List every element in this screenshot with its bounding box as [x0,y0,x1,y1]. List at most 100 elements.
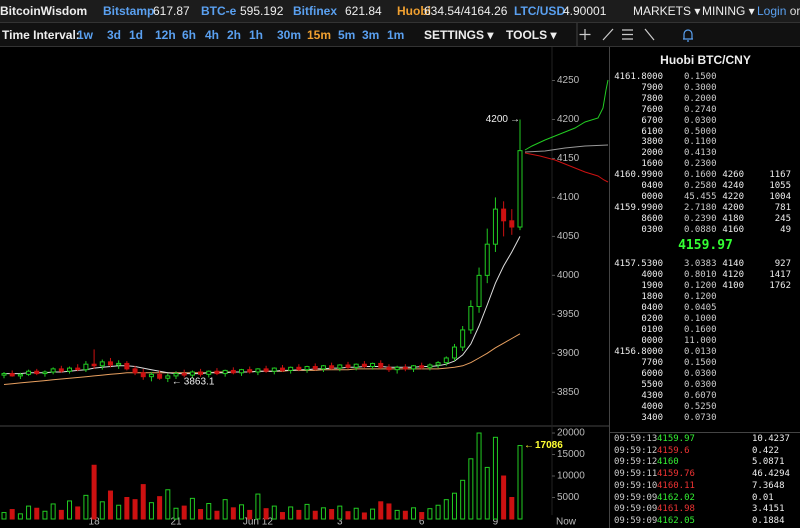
book-row: 1600 0.2300 [610,159,800,170]
volume-bar [484,466,490,520]
interval[interactable]: 3m [362,28,380,42]
vol-tick-label: 20000 [557,428,585,439]
ticker-name[interactable]: BTC-e [201,4,237,18]
book-cell: 0100 [641,325,663,335]
candle-body [411,365,417,370]
book-row: 8600 0.2390 4180 245 [610,214,800,225]
ticker-price: 621.84 [345,4,382,18]
interval[interactable]: 1h [249,28,264,42]
candle-body [435,362,441,366]
interval[interactable]: 2h [227,28,242,42]
interval[interactable]: 6h [182,28,197,42]
book-cell: 09:59:09 [614,515,658,526]
book-cell: 4160.9900 [614,170,663,181]
book-cell: 0.1600 [684,325,717,335]
book-cell: 49 [780,224,791,235]
book-row: 4300 0.6070 [610,391,800,402]
book-row: 6700 0.0300 [610,116,800,127]
candle-body [279,367,285,371]
low-arrow: ← [172,377,182,388]
candle-body [370,362,376,368]
y-tick-label: 4000 [557,270,580,281]
interval[interactable]: 5m [338,28,356,42]
ticker-name[interactable]: Huobi [397,4,431,18]
book-cell: 09:59:10 [614,480,658,491]
book-row: 09:59:09 4162.05 0.1884 [610,516,800,527]
volume-bar [411,507,417,520]
high-label: 4200 [486,114,509,125]
book-cell: 0.422 [752,445,780,456]
volume-bar [50,503,56,520]
volume-bar [34,507,40,520]
x-tick-label: 9 [493,517,499,528]
menu[interactable]: MARKETS ▾ [633,4,701,18]
tools-label[interactable]: TOOLS [506,28,548,42]
interval[interactable]: 3d [107,28,122,42]
brand[interactable]: BitcoinWisdom [0,4,88,18]
interval[interactable]: 4h [205,28,220,42]
ticker-name[interactable]: Bitfinex [293,4,338,18]
book-cell: 1600 [641,159,663,170]
book-cell: 0300 [641,224,663,235]
tools[interactable]: TOOLS ▾ [506,28,557,42]
candle-body [501,208,507,222]
volume-bar [116,504,122,520]
interval-label: Time Interval: [2,28,80,42]
ticker-name[interactable]: Bitstamp [103,4,155,18]
ticker-name[interactable]: LTC/USD [514,4,566,18]
book-cell: 781 [774,202,791,213]
book-cell: 09:59:12 [614,445,658,456]
book-cell: 8600 [641,213,663,224]
book-row: 3400 0.0730 [610,413,800,424]
ticker-price: 4.90001 [563,4,607,18]
alert-tool[interactable] [683,29,693,42]
volume-bar [279,512,285,520]
book-cell: 6100 [641,126,663,137]
book-cell: 4159.6 [657,445,690,456]
candle-body [288,366,294,371]
settings[interactable]: SETTINGS ▾ [424,28,494,42]
eraser-tool[interactable] [644,28,655,41]
line-tool[interactable] [602,28,614,41]
interval[interactable]: 1m [387,28,405,42]
interval[interactable]: 30m [277,28,302,42]
book-row: 1900 0.1200 4100 1762 [610,281,800,292]
book-row: 2000 0.4130 [610,148,800,159]
book-row: 09:59:09 4162.02 0.01 [610,493,800,504]
book-cell: 4160 [657,457,679,468]
interval[interactable]: 12h [155,28,176,42]
candle-body [386,366,392,371]
book-row: 0000 45.455 4220 1004 [610,192,800,203]
crosshair-tool[interactable] [579,29,591,40]
candle-body [17,373,23,377]
login[interactable]: Login [757,4,787,18]
interval[interactable]: 1w [77,28,94,42]
interval[interactable]: 15m [307,28,332,42]
menu-label[interactable]: MINING [702,4,746,18]
volume-bar [460,479,466,520]
candle-body [517,150,523,228]
book-cell: 4159.76 [657,469,695,480]
volume-bar [58,509,64,520]
book-cell: 0.2580 [684,181,717,191]
book-cell: 0.2300 [684,159,717,170]
menu-label[interactable]: MARKETS [633,4,692,18]
book-cell: 5500 [641,380,663,390]
candle-body [484,243,490,276]
book-cell: 0.0300 [684,380,717,390]
book-cell: 0.3000 [684,82,717,93]
book-cell: 4160 [722,224,744,235]
book-cell: 0400 [641,303,663,313]
volume-bar [247,509,253,520]
fib-tool[interactable] [622,29,633,40]
volume-bar [492,436,498,520]
menu[interactable]: MINING ▾ [702,4,755,18]
ticker-price: 595.192 [240,4,284,18]
book-row: 0200 0.1000 [610,314,800,325]
last-volume-label: 17086 [535,440,563,451]
settings-label[interactable]: SETTINGS [424,28,485,42]
candle-body [181,373,187,376]
candle-body [492,208,498,245]
volume-bar [239,504,245,520]
interval[interactable]: 1d [129,28,144,42]
